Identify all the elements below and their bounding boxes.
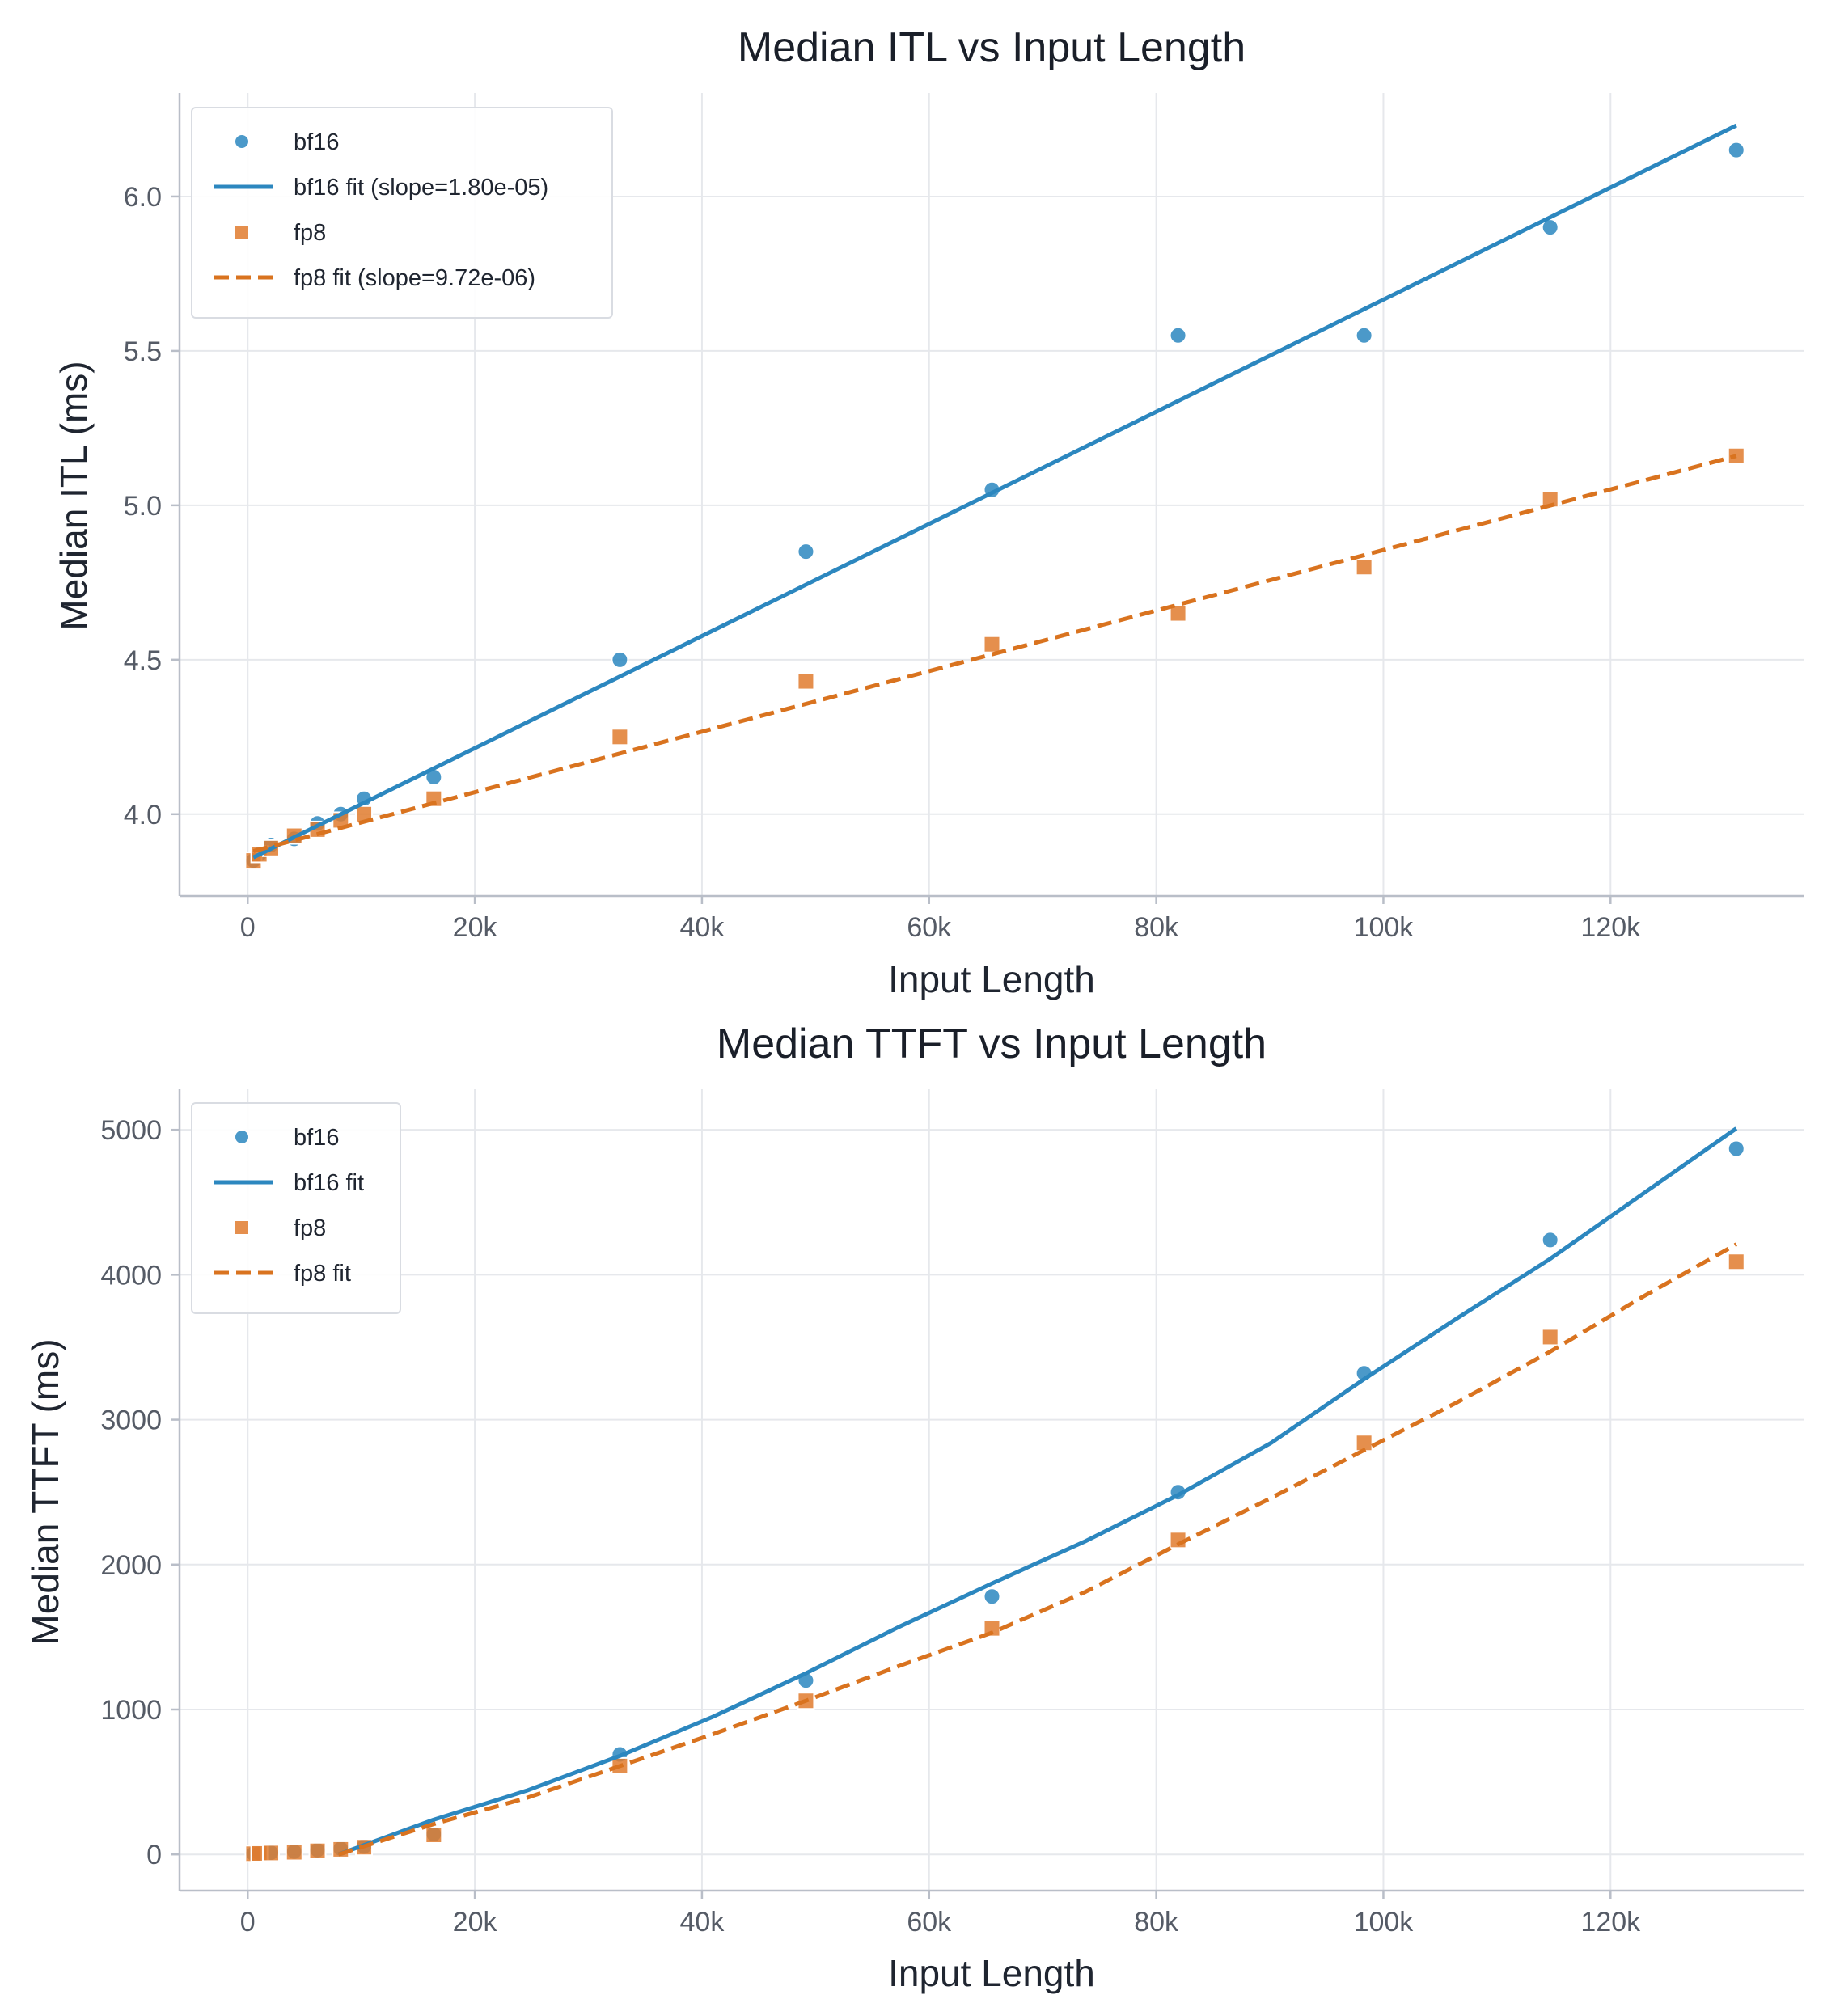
ttft-legend-frame bbox=[191, 1102, 401, 1314]
ttft-fp8-point bbox=[285, 1843, 303, 1862]
itl-y-tick-label: 5.0 bbox=[124, 491, 162, 522]
itl-legend: bf16 bf16 fit (slope=1.80e-05) fp8 fp8 fit … bbox=[191, 107, 613, 319]
itl-y-tick-label: 5.5 bbox=[124, 336, 162, 367]
itl-x-tick-label: 80k bbox=[1134, 912, 1179, 943]
ttft-legend-bf16-fit-label: bf16 fit bbox=[294, 1170, 364, 1196]
ttft-x-tick-label: 100k bbox=[1354, 1907, 1415, 1938]
itl-bf16-point bbox=[611, 650, 629, 669]
ttft-chart-title: Median TTFT vs Input Length bbox=[717, 1021, 1267, 1067]
ttft-x-axis-label: Input Length bbox=[888, 1952, 1095, 1994]
itl-x-axis-label: Input Length bbox=[888, 958, 1095, 1000]
ttft-fp8-point bbox=[262, 1844, 281, 1862]
itl-x-tick-label: 0 bbox=[240, 912, 256, 943]
itl-x-tick-label: 40k bbox=[680, 912, 725, 943]
itl-fp8-point bbox=[797, 672, 815, 691]
ttft-x-tick-label: 20k bbox=[453, 1907, 498, 1938]
ttft-x-tick-label: 80k bbox=[1134, 1907, 1179, 1938]
itl-y-tick-label: 4.5 bbox=[124, 645, 162, 676]
ttft-fp8-point bbox=[1541, 1328, 1559, 1346]
itl-fp8-fit-line bbox=[252, 454, 1737, 854]
ttft-x-tick-label: 120k bbox=[1580, 1907, 1641, 1938]
ttft-x-tick-label: 0 bbox=[240, 1907, 256, 1938]
ttft-legend-fp8-label: fp8 bbox=[294, 1215, 326, 1241]
itl-y-axis-label: Median ITL (ms) bbox=[53, 361, 95, 630]
ttft-bf16-point bbox=[1727, 1139, 1745, 1158]
ttft-bf16-point bbox=[983, 1587, 1001, 1606]
ttft-bf16-point bbox=[1541, 1231, 1559, 1249]
itl-bf16-fit-line bbox=[252, 123, 1737, 860]
itl-x-tick-label: 120k bbox=[1580, 912, 1641, 943]
itl-legend-frame bbox=[191, 107, 613, 319]
itl-bf16-point bbox=[1169, 326, 1187, 344]
itl-legend-fp8-marker bbox=[234, 224, 250, 240]
ttft-y-tick-label: 3000 bbox=[100, 1405, 162, 1436]
ttft-legend-bf16-marker bbox=[234, 1129, 250, 1145]
itl-legend-bf16-marker bbox=[234, 133, 250, 150]
itl-y-tick-label: 4.0 bbox=[124, 800, 162, 830]
ttft-fp8-point bbox=[308, 1841, 327, 1860]
ttft-fp8-point bbox=[425, 1826, 443, 1845]
itl-x-tick-label: 20k bbox=[453, 912, 498, 943]
itl-bf16-point bbox=[797, 543, 815, 561]
itl-chart: 0 20k 40k 60k 80k 100k 120k 4.0 4.5 5.0 5.5 6.0 Med… bbox=[53, 24, 1804, 1000]
ttft-y-tick-label: 5000 bbox=[100, 1115, 162, 1146]
ttft-fp8-fit-line bbox=[337, 1242, 1738, 1857]
itl-legend-fp8-fit-label: fp8 fit (slope=9.72e-06) bbox=[294, 265, 535, 291]
itl-axes: 0 20k 40k 60k 80k 100k 120k 4.0 4.5 5.0 5.5 6.0 bbox=[124, 93, 1804, 943]
ttft-y-axis-label: Median TTFT (ms) bbox=[24, 1338, 66, 1645]
itl-fp8-point bbox=[1169, 604, 1187, 623]
ttft-y-tick-label: 2000 bbox=[100, 1550, 162, 1581]
ttft-legend-bf16-label: bf16 bbox=[294, 1125, 339, 1151]
itl-bf16-point bbox=[1727, 141, 1745, 159]
itl-x-tick-label: 60k bbox=[907, 912, 952, 943]
ttft-y-tick-label: 0 bbox=[146, 1840, 162, 1870]
ttft-x-tick-label: 60k bbox=[907, 1907, 952, 1938]
itl-fp8-point bbox=[611, 728, 629, 746]
ttft-y-tick-label: 1000 bbox=[100, 1695, 162, 1726]
ttft-bf16-fit-line bbox=[337, 1126, 1738, 1857]
ttft-axes: 0 20k 40k 60k 80k 100k 120k 0 1000 2000 3000 4000 50… bbox=[100, 1089, 1804, 1938]
itl-bf16-point bbox=[1355, 326, 1373, 344]
ttft-legend: bf16 bf16 fit fp8 fp8 fit bbox=[191, 1102, 401, 1314]
itl-fp8-point bbox=[1355, 558, 1373, 577]
itl-legend-fp8-label: fp8 bbox=[294, 220, 326, 246]
itl-series bbox=[244, 123, 1745, 870]
ttft-fp8-point bbox=[1727, 1253, 1745, 1271]
ttft-legend-fp8-marker bbox=[234, 1219, 250, 1236]
ttft-chart: 0 20k 40k 60k 80k 100k 120k 0 1000 2000 3000 4000 50… bbox=[24, 1021, 1804, 1994]
itl-grid bbox=[180, 93, 1804, 896]
itl-chart-title: Median ITL vs Input Length bbox=[738, 24, 1246, 71]
ttft-series bbox=[244, 1126, 1745, 1863]
ttft-legend-fp8-fit-label: fp8 fit bbox=[294, 1261, 351, 1287]
itl-legend-bf16-fit-label: bf16 fit (slope=1.80e-05) bbox=[294, 175, 548, 201]
ttft-x-tick-label: 40k bbox=[680, 1907, 725, 1938]
itl-x-tick-label: 100k bbox=[1354, 912, 1415, 943]
itl-fp8-point bbox=[983, 635, 1001, 653]
itl-y-tick-label: 6.0 bbox=[124, 182, 162, 213]
itl-legend-bf16-label: bf16 bbox=[294, 129, 339, 155]
ttft-y-tick-label: 4000 bbox=[100, 1260, 162, 1291]
